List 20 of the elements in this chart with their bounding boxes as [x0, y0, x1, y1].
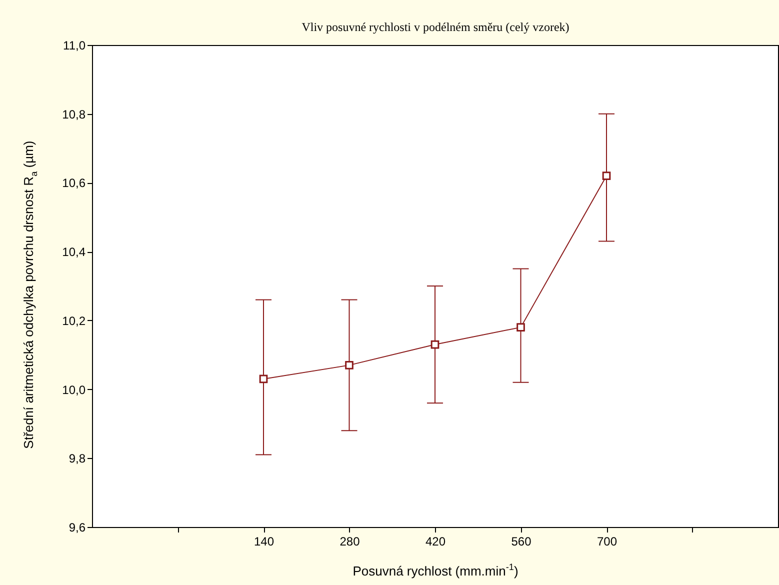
x-tick-label: 280	[340, 534, 360, 548]
y-tick-label: 9,6	[68, 520, 86, 534]
y-tick-label: 11,0	[63, 38, 86, 52]
y-tick-label: 10,6	[62, 176, 86, 190]
point	[602, 172, 611, 180]
y-tick-label: 10,4	[62, 245, 86, 260]
y-tick-label: 10,0	[62, 382, 86, 397]
x-tick-label: 420	[425, 534, 446, 548]
chart-title: Vliv posuvné rychlosti v podélném směru (celý vzorek)	[300, 20, 570, 35]
x-tick-label: 700	[596, 534, 618, 548]
y-tick-label: 10,2	[62, 314, 86, 328]
point	[259, 374, 268, 384]
point	[430, 340, 440, 349]
point	[516, 323, 525, 332]
y-tick-label: 9,8	[68, 452, 86, 466]
x-tick-label: 140	[254, 534, 274, 548]
x-tick-label: 560	[511, 534, 532, 548]
point	[345, 361, 354, 370]
x-axis-title: Posuvná rychlost (mm.min$^{-1}$)	[352, 562, 520, 578]
y-tick-label: 10,8	[62, 107, 86, 122]
